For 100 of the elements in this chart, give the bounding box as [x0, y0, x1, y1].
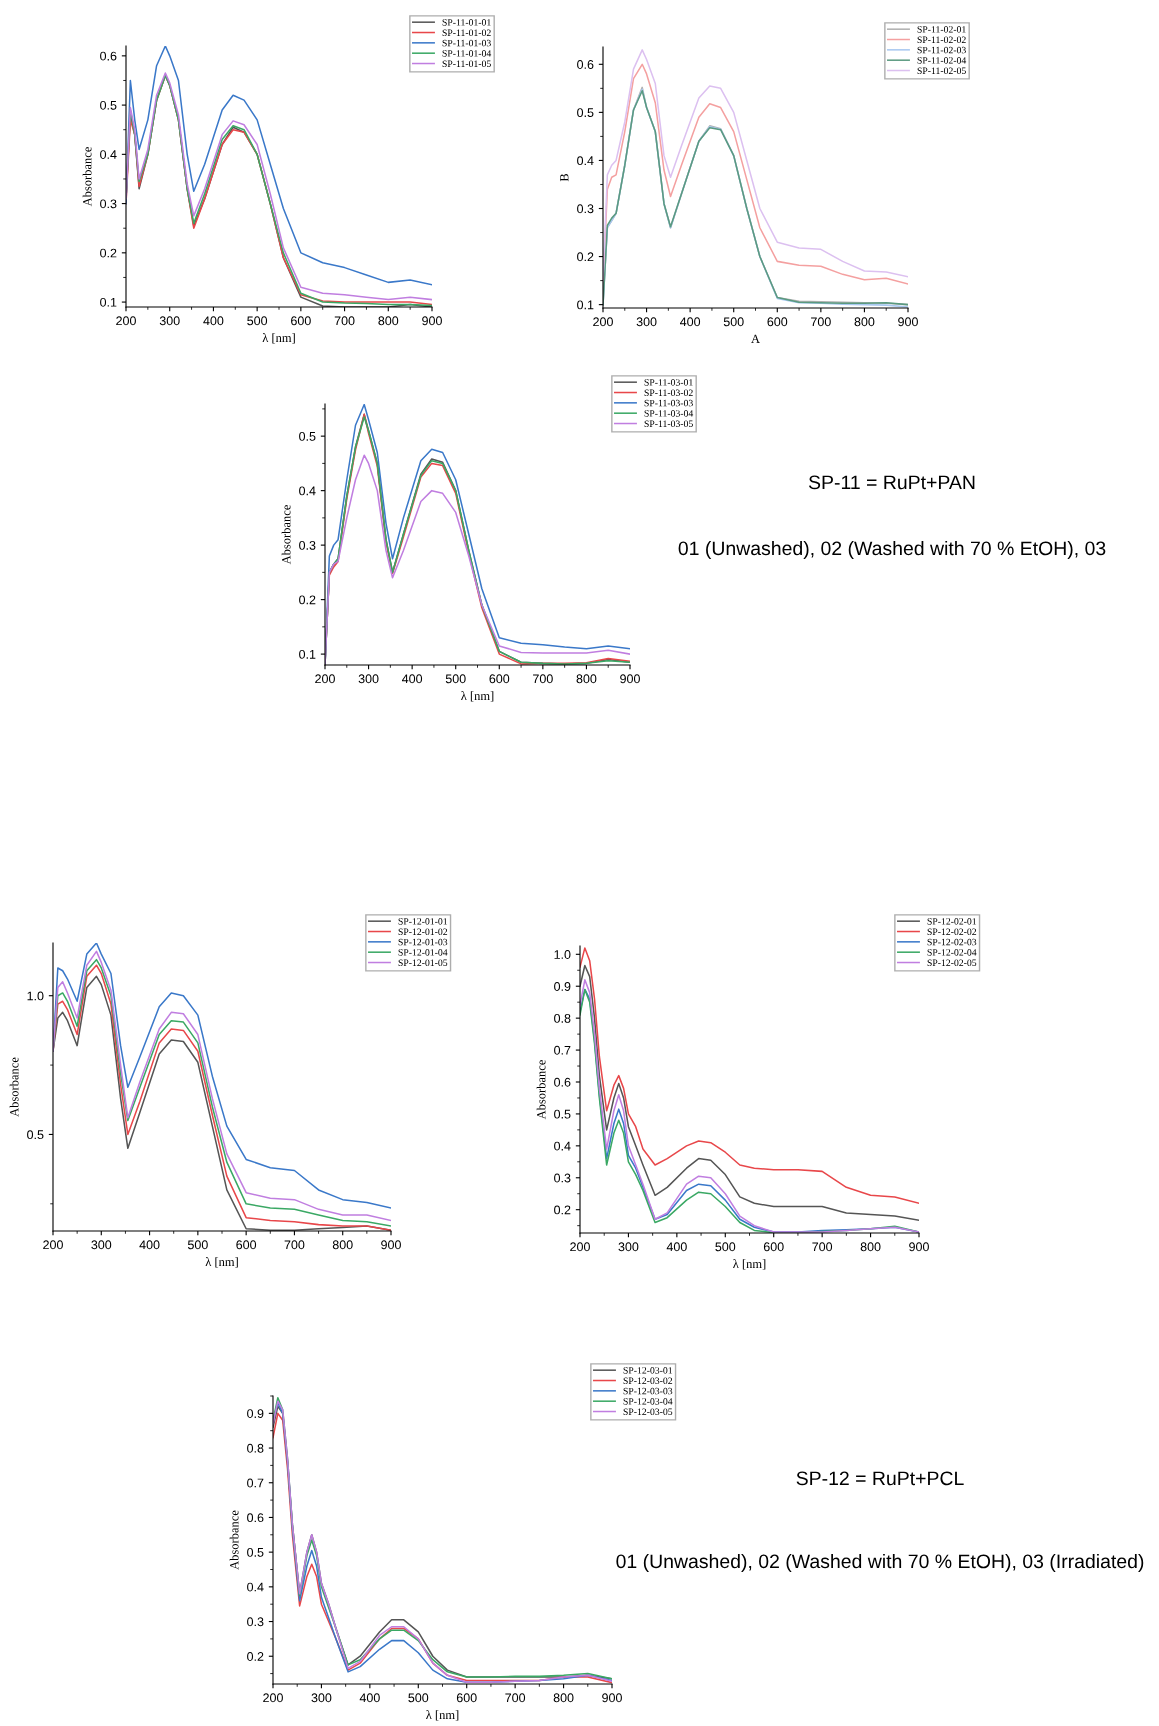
- x-tick-label: 800: [854, 317, 875, 327]
- y-tick-label: 0.2: [100, 248, 117, 258]
- x-tick-label: 200: [570, 1242, 590, 1252]
- x-axis-title: λ [nm]: [733, 1259, 766, 1270]
- x-tick-label: 900: [422, 316, 442, 326]
- x-tick-label: 500: [408, 1693, 429, 1703]
- legend-label: SP-12-01-04: [398, 949, 448, 956]
- x-tick-label: 200: [116, 316, 136, 326]
- legend-label: SP-11-02-05: [917, 67, 966, 75]
- x-tick-label: 600: [291, 316, 311, 326]
- y-tick-label: 0.9: [247, 1409, 264, 1418]
- x-tick-label: 600: [489, 674, 510, 684]
- x-tick-label: 200: [315, 674, 335, 684]
- legend-label: SP-11-02-02: [917, 36, 966, 44]
- legend-label: SP-11-01-03: [442, 39, 491, 47]
- legend-label: SP-11-03-05: [644, 420, 693, 428]
- y-tick-label: 0.2: [554, 1205, 571, 1215]
- legend-label: SP-12-02-01: [927, 918, 977, 925]
- text: 01 (Unwashed), 02 (Washed with 70 % EtOH), 03: [678, 540, 1106, 560]
- x-tick-label: 600: [236, 1240, 257, 1250]
- legend-label: SP-12-01-03: [398, 938, 448, 946]
- legend-label: SP-11-01-01: [442, 19, 491, 26]
- legend-label: SP-12-02-03: [927, 938, 977, 946]
- x-tick-label: 400: [680, 317, 701, 327]
- y-axis-title: Absorbance: [229, 1510, 239, 1570]
- x-tick-label: 900: [381, 1240, 401, 1250]
- x-tick-label: 600: [763, 1242, 784, 1252]
- x-tick-label: 300: [91, 1240, 112, 1250]
- y-tick-label: 0.2: [247, 1652, 264, 1661]
- y-tick-label: 0.4: [247, 1582, 264, 1592]
- x-tick-label: 400: [402, 674, 423, 684]
- y-axis-title: Absorbance: [281, 505, 291, 565]
- y-tick-label: 0.3: [100, 199, 117, 209]
- y-axis-title: Absorbance: [536, 1060, 546, 1120]
- x-tick-label: 300: [159, 316, 180, 326]
- x-tick-label: 500: [187, 1240, 208, 1250]
- x-tick-label: 500: [247, 316, 268, 326]
- y-tick-label: 0.3: [554, 1173, 571, 1183]
- legend-label: SP-12-01-02: [398, 928, 448, 936]
- y-axis-title: Absorbance: [9, 1057, 19, 1117]
- y-axis-title: Absorbance: [82, 147, 92, 207]
- x-tick-label: 500: [715, 1242, 736, 1252]
- y-tick-label: 0.2: [299, 595, 316, 605]
- x-tick-label: 200: [593, 317, 613, 327]
- x-tick-label: 800: [378, 316, 399, 326]
- y-tick-label: 0.5: [27, 1130, 44, 1140]
- x-tick-label: 400: [359, 1693, 380, 1703]
- legend-label: SP-11-03-02: [644, 389, 693, 397]
- y-tick-label: 0.5: [577, 108, 594, 118]
- x-tick-label: 300: [636, 317, 657, 327]
- legend-label: SP-12-01-01: [398, 918, 448, 925]
- y-tick-label: 0.5: [247, 1547, 264, 1557]
- legend-label: SP-11-01-05: [442, 60, 491, 68]
- y-tick-label: 0.4: [577, 156, 594, 166]
- x-axis-title: λ [nm]: [426, 1710, 459, 1721]
- x-tick-label: 700: [284, 1240, 305, 1250]
- legend-label: SP-11-03-01: [644, 379, 693, 386]
- y-tick-label: 0.6: [247, 1513, 264, 1523]
- y-tick-label: 0.6: [554, 1077, 571, 1087]
- x-axis-title: λ [nm]: [461, 691, 494, 702]
- x-tick-label: 700: [812, 1242, 833, 1252]
- y-tick-label: 0.8: [554, 1013, 571, 1023]
- legend-label: SP-11-02-04: [917, 57, 967, 64]
- x-tick-label: 300: [618, 1242, 639, 1252]
- y-tick-label: 0.9: [554, 982, 571, 991]
- y-tick-label: 1.0: [27, 991, 44, 1001]
- x-tick-label: 700: [334, 316, 355, 326]
- legend-label: SP-11-01-04: [442, 50, 492, 57]
- x-tick-label: 800: [332, 1240, 353, 1250]
- legend-label: SP-11-03-04: [644, 410, 694, 417]
- x-tick-label: 500: [723, 317, 744, 327]
- x-tick-label: 500: [445, 674, 466, 684]
- y-tick-label: 0.1: [100, 297, 117, 307]
- text: 01 (Unwashed), 02 (Washed with 70 % EtOH), 03 (Irradiated): [616, 1553, 1144, 1573]
- x-tick-label: 800: [553, 1693, 574, 1703]
- x-tick-label: 800: [576, 674, 597, 684]
- legend-label: SP-12-03-05: [623, 1408, 673, 1416]
- legend-label: SP-12-03-03: [623, 1387, 673, 1395]
- y-tick-label: 0.6: [577, 60, 594, 69]
- x-tick-label: 900: [909, 1242, 929, 1252]
- y-tick-label: 1.0: [554, 950, 571, 959]
- y-tick-label: 0.5: [554, 1109, 571, 1119]
- legend-label: SP-12-01-05: [398, 959, 448, 967]
- x-tick-label: 700: [505, 1693, 526, 1703]
- x-tick-label: 600: [456, 1693, 477, 1703]
- text: SP-11 = RuPt+PAN: [808, 475, 975, 490]
- y-tick-label: 0.7: [554, 1045, 571, 1055]
- legend-label: SP-12-02-04: [927, 949, 977, 956]
- x-axis-title: λ [nm]: [262, 333, 295, 344]
- legend-label: SP-11-03-03: [644, 399, 693, 407]
- y-tick-label: 0.1: [299, 649, 316, 659]
- x-tick-label: 700: [533, 674, 553, 684]
- legend-label: SP-11-02-03: [917, 46, 966, 54]
- y-tick-label: 0.5: [100, 100, 117, 110]
- y-axis-title: B: [560, 173, 569, 182]
- legend-label: SP-12-02-02: [927, 928, 977, 936]
- y-tick-label: 0.3: [247, 1617, 264, 1627]
- y-tick-label: 0.2: [577, 252, 594, 262]
- y-tick-label: 0.6: [100, 51, 117, 61]
- x-tick-label: 300: [358, 674, 379, 684]
